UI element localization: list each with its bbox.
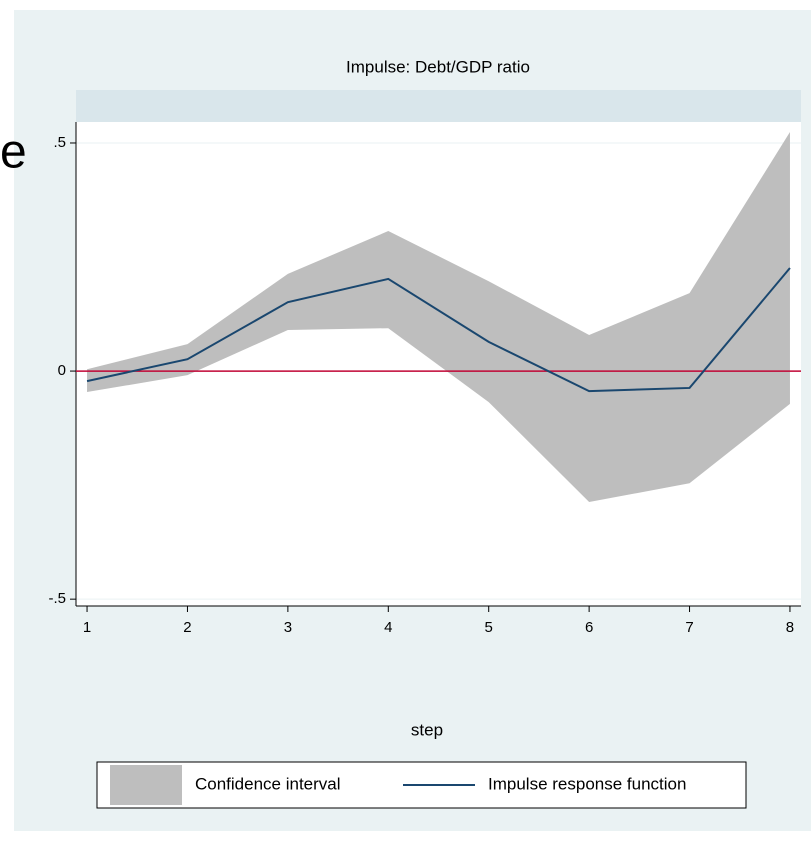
legend	[96, 761, 747, 809]
title-strip	[76, 90, 801, 122]
legend-swatch	[110, 765, 182, 805]
legend-label: Confidence interval	[195, 774, 341, 793]
x-tick-label: 6	[585, 619, 593, 636]
legend-label: Impulse response function	[488, 774, 686, 793]
confidence-band	[87, 132, 790, 502]
x-tick-label: 7	[685, 619, 693, 636]
x-tick-label: 8	[786, 619, 794, 636]
x-tick-label: 2	[183, 619, 191, 636]
y-tick-label: .5	[53, 134, 66, 151]
x-tick-label: 5	[485, 619, 493, 636]
x-tick-label: 4	[384, 619, 392, 636]
chart-title: Impulse: Debt/GDP ratio	[346, 57, 530, 76]
y-tick-label: -.5	[48, 590, 66, 607]
y-tick-label: 0	[58, 362, 66, 379]
x-tick-label: 1	[83, 619, 91, 636]
stray-text: e	[0, 126, 27, 179]
irf-line	[86, 267, 791, 393]
x-axis-label: step	[411, 720, 443, 739]
x-tick-label: 3	[284, 619, 292, 636]
